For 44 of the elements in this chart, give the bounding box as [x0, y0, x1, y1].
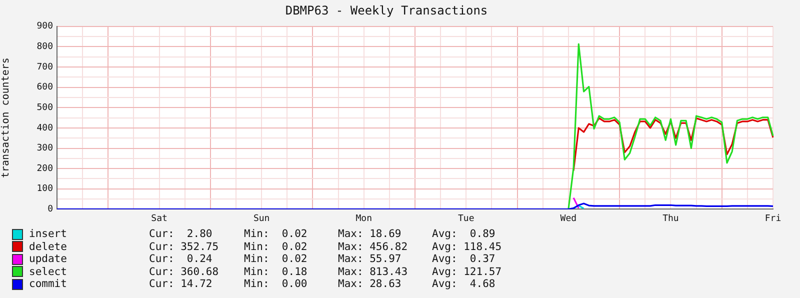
- y-tick-label: 600: [36, 82, 53, 93]
- text: Min: 0.02: [244, 253, 308, 266]
- text: Cur: 0.24: [149, 253, 214, 266]
- legend-label: delete: [29, 240, 68, 253]
- text: Cur: 352.75: [149, 240, 220, 253]
- x-tick-label: Sun: [253, 214, 270, 224]
- chart-title: DBMP63 - Weekly Transactions: [285, 3, 488, 18]
- text: Min: 0.00: [244, 278, 308, 290]
- y-tick-label: 300: [36, 144, 53, 154]
- text: Max: 813.43: [338, 266, 409, 278]
- y-axis-title: transaction counters: [0, 58, 12, 178]
- y-tick-label: 500: [36, 102, 53, 113]
- text: Avg: 118.45: [432, 240, 503, 253]
- y-tick-label: 100: [36, 184, 53, 194]
- text: Max: 456.82: [338, 240, 409, 253]
- y-tick-label: 900: [36, 22, 53, 32]
- text: Max: 28.63: [338, 278, 402, 290]
- y-tick-label: 700: [36, 62, 53, 72]
- x-tick-label: Sat: [151, 214, 168, 224]
- x-tick-label: Tue: [458, 214, 474, 224]
- x-tick-label: Thu: [662, 214, 679, 224]
- text: Min: 0.18: [244, 266, 308, 278]
- y-tick-label: 200: [36, 164, 53, 174]
- x-tick-label: Mon: [356, 214, 372, 224]
- text: Cur: 360.68: [149, 266, 220, 278]
- legend-label: insert: [29, 228, 68, 240]
- y-tick-label: 800: [36, 42, 53, 52]
- text: Cur: 2.80: [149, 228, 214, 240]
- legend-label: commit: [29, 278, 68, 290]
- y-tick-label: 400: [36, 123, 53, 134]
- text: Avg: 121.57: [432, 266, 503, 278]
- text: Avg: 0.89: [432, 228, 496, 240]
- text: Avg: 4.68: [432, 278, 496, 290]
- text: Avg: 0.37: [432, 253, 496, 266]
- x-tick-label: Wed: [560, 214, 577, 224]
- text: Cur: 14.72: [149, 278, 214, 290]
- text: Max: 55.97: [338, 253, 402, 266]
- x-tick-label: Fri: [764, 214, 782, 224]
- y-tick-label: 0: [48, 204, 53, 215]
- text: Min: 0.02: [244, 228, 308, 240]
- text: Max: 18.69: [338, 228, 402, 240]
- legend-label: select: [29, 266, 68, 278]
- text: Min: 0.02: [244, 240, 308, 253]
- legend-label: update: [29, 253, 68, 266]
